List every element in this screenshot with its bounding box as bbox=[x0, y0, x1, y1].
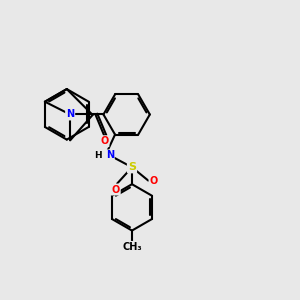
Text: O: O bbox=[112, 184, 120, 194]
Text: O: O bbox=[150, 176, 158, 186]
Text: CH₃: CH₃ bbox=[122, 242, 142, 252]
Text: S: S bbox=[128, 162, 136, 172]
Text: N: N bbox=[66, 110, 74, 119]
Text: H: H bbox=[94, 151, 102, 160]
Text: N: N bbox=[106, 150, 114, 161]
Text: O: O bbox=[100, 136, 109, 146]
